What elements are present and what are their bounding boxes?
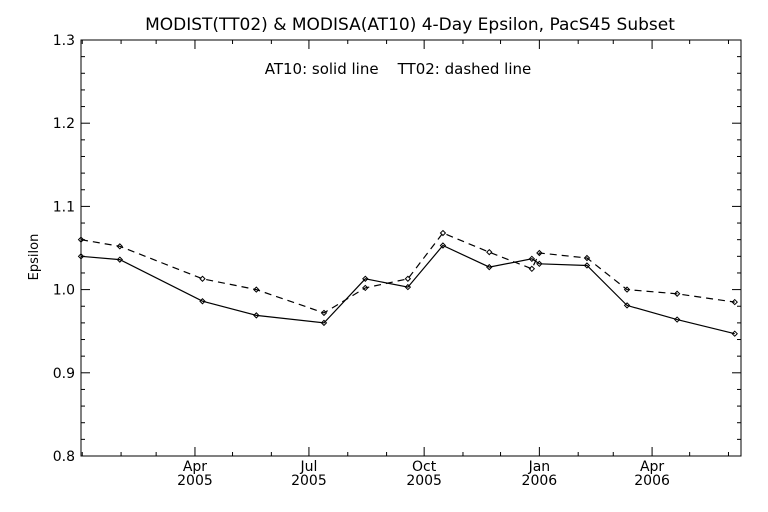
- x-tick-label-year: 2005: [406, 473, 442, 489]
- data-point-at10: [673, 316, 681, 323]
- data-point-tt02: [320, 309, 328, 317]
- data-point-tt02: [199, 275, 206, 282]
- data-point-tt02: [673, 290, 681, 297]
- data-point-tt02: [583, 254, 591, 262]
- data-point-tt02: [439, 229, 447, 237]
- data-point-at10: [253, 312, 260, 319]
- series-line-tt02: [80, 232, 735, 314]
- data-point-tt02: [731, 298, 738, 306]
- y-tick-label: 1.1: [53, 199, 75, 215]
- data-point-tt02: [362, 284, 369, 292]
- x-tick-label-month: Jul: [299, 459, 317, 475]
- axes: 0.80.91.01.11.21.3Apr2005Jul2005Oct2005J…: [53, 33, 742, 489]
- data-point-at10: [583, 262, 591, 269]
- data-point-tt02: [528, 265, 536, 273]
- x-tick-label-year: 2005: [291, 473, 327, 489]
- data-point-tt02: [404, 275, 412, 282]
- y-tick-label: 1.2: [53, 116, 75, 132]
- data-point-tt02: [623, 286, 631, 293]
- data-point-at10: [528, 255, 536, 263]
- x-tick-label-month: Apr: [640, 459, 664, 475]
- x-tick-label-year: 2006: [522, 473, 558, 489]
- series-layer: [77, 229, 738, 337]
- data-point-at10: [199, 298, 206, 305]
- y-axis-label: Epsilon: [27, 234, 42, 281]
- y-tick-label: 0.8: [53, 449, 75, 465]
- chart-annotation: AT10: solid line TT02: dashed line: [265, 60, 532, 78]
- chart-title: MODIST(TT02) & MODISA(AT10) 4-Day Epsilo…: [145, 15, 675, 35]
- data-point-tt02: [253, 286, 260, 293]
- data-point-at10: [320, 319, 328, 327]
- data-point-at10: [404, 283, 412, 291]
- data-point-tt02: [116, 243, 124, 250]
- data-point-at10: [77, 253, 85, 260]
- y-tick-label: 1.3: [53, 33, 75, 49]
- x-tick-label-month: Oct: [412, 459, 437, 475]
- y-tick-label: 0.9: [53, 366, 75, 382]
- x-tick-label-month: Apr: [183, 459, 207, 475]
- data-point-at10: [731, 330, 738, 337]
- plot-frame: [80, 39, 742, 457]
- data-point-at10: [486, 263, 493, 271]
- x-tick-label-month: Jan: [528, 459, 551, 475]
- x-tick-label-year: 2006: [634, 473, 670, 489]
- data-point-at10: [362, 275, 369, 282]
- data-point-tt02: [77, 236, 85, 243]
- data-point-tt02: [536, 249, 543, 257]
- x-tick-label-year: 2005: [177, 473, 213, 489]
- series-line-at10: [80, 244, 735, 335]
- data-point-at10: [623, 302, 631, 309]
- y-tick-label: 1.0: [53, 283, 75, 299]
- data-point-tt02: [486, 248, 493, 256]
- data-point-at10: [536, 260, 543, 268]
- data-point-at10: [439, 242, 447, 249]
- data-point-at10: [116, 256, 124, 263]
